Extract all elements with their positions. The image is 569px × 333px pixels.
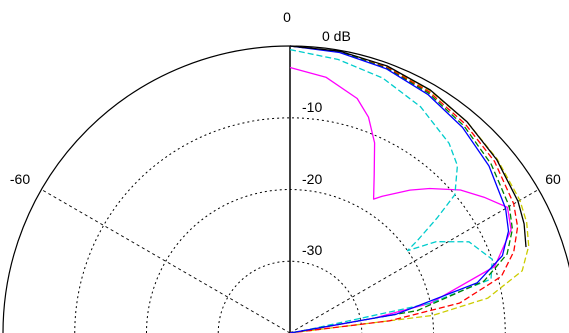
series-line-1	[289, 66, 512, 333]
series-group	[289, 45, 530, 333]
radial-label: -20	[302, 171, 322, 187]
angle-label: 60	[545, 171, 561, 187]
radial-label: -10	[302, 99, 322, 115]
grid-ring-10	[74, 117, 506, 333]
series-line-6	[289, 45, 510, 333]
series-line-4	[289, 45, 519, 333]
angle-label: -60	[10, 171, 30, 187]
polar-grid	[2, 45, 569, 333]
series-line-7	[289, 45, 527, 248]
radial-label: -30	[302, 242, 322, 258]
series-line-5	[289, 45, 514, 333]
radial-label: 0 dB	[322, 28, 351, 44]
label-group: 0 -60 60 0 dB -10 -20 -30	[10, 9, 561, 258]
series-line-3	[289, 45, 530, 333]
angle-label: 0	[283, 9, 291, 25]
